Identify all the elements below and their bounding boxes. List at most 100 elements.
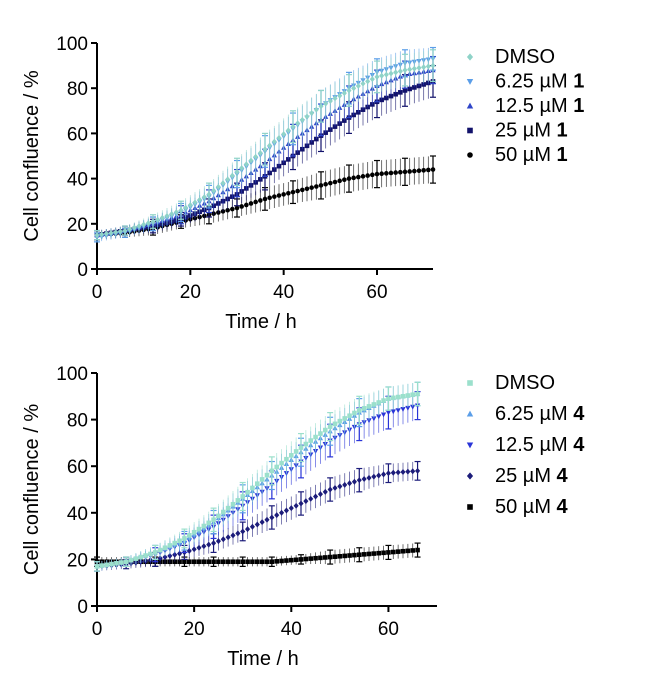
- data-point: [177, 559, 182, 565]
- data-point: [220, 559, 226, 565]
- legend-label: 50 µM: [495, 144, 557, 166]
- data-point: [381, 471, 387, 478]
- data-point: [285, 127, 291, 134]
- data-point: [347, 553, 352, 558]
- data-point: [201, 194, 207, 201]
- data-point: [376, 550, 382, 556]
- data-point: [187, 201, 193, 208]
- data-point: [257, 149, 263, 156]
- data-point: [371, 473, 377, 480]
- data-point: [284, 456, 289, 462]
- data-point: [128, 557, 134, 563]
- data-point: [127, 226, 133, 233]
- data-point: [410, 468, 416, 475]
- y-tick-label: 0: [77, 597, 88, 618]
- x-axis-label: Time / h: [227, 648, 299, 670]
- data-point: [240, 494, 246, 499]
- data-point: [99, 231, 105, 238]
- data-point: [337, 483, 343, 490]
- data-point: [239, 204, 244, 209]
- data-point: [407, 66, 413, 73]
- data-point: [376, 472, 382, 479]
- data-point: [113, 229, 119, 236]
- data-point: [262, 146, 268, 153]
- data-point: [342, 553, 348, 559]
- data-point: [390, 395, 396, 401]
- data-point: [258, 198, 263, 203]
- data-point: [351, 85, 357, 92]
- y-tick-label: 60: [67, 457, 88, 478]
- data-point: [346, 87, 352, 94]
- data-point: [225, 176, 231, 183]
- data-point: [327, 98, 333, 104]
- data-point: [248, 201, 254, 206]
- data-point: [290, 189, 296, 195]
- data-point: [259, 559, 265, 565]
- data-point: [369, 76, 375, 83]
- data-point: [337, 418, 343, 424]
- data-point: [201, 559, 207, 565]
- data-point: [341, 90, 347, 97]
- data-point: [342, 481, 348, 488]
- data-point: [356, 407, 362, 413]
- y-tick-label: 20: [67, 215, 88, 236]
- data-point: [298, 500, 304, 507]
- data-point: [323, 100, 329, 107]
- data-point: [385, 470, 391, 477]
- legend-label: 25 µM: [495, 465, 557, 487]
- legend-marker: [466, 442, 474, 449]
- data-point: [416, 168, 422, 173]
- data-point: [395, 469, 401, 476]
- data-point: [308, 556, 314, 561]
- data-point: [402, 67, 408, 74]
- data-point: [370, 172, 375, 178]
- legend-entry: DMSO: [495, 372, 555, 394]
- data-point: [206, 541, 212, 548]
- data-point: [398, 90, 403, 95]
- data-point: [186, 533, 192, 538]
- data-point: [245, 526, 251, 533]
- legend-marker: [467, 504, 473, 510]
- y-tick-label: 40: [67, 170, 88, 191]
- legend-label: 50 µM: [495, 496, 557, 518]
- legend-marker: [466, 410, 474, 417]
- data-point: [400, 407, 406, 412]
- data-point: [293, 502, 299, 509]
- data-point: [395, 549, 401, 554]
- data-point: [186, 559, 192, 565]
- data-point: [366, 404, 372, 409]
- data-point: [267, 195, 272, 201]
- data-point: [309, 185, 314, 190]
- data-point: [327, 554, 333, 560]
- chart-2: 0 20 40 60 80 100 0 20 40 60 Time / h Cell confluen…: [21, 364, 585, 670]
- data-point: [332, 554, 338, 559]
- legend-marker: [467, 152, 473, 158]
- data-point: [327, 486, 333, 493]
- data-point: [274, 559, 280, 564]
- data-point: [230, 206, 235, 212]
- y-tick-label: 80: [67, 411, 88, 432]
- x-tick-label: 0: [92, 619, 103, 640]
- legend-label: 12.5 µM: [495, 95, 573, 117]
- data-point: [173, 209, 179, 216]
- data-point: [191, 529, 197, 535]
- data-point: [201, 523, 207, 529]
- data-point: [342, 177, 347, 183]
- data-point: [347, 413, 352, 419]
- x-tick-label: 20: [180, 282, 201, 303]
- data-point: [303, 498, 309, 505]
- data-point: [332, 421, 338, 427]
- x-axis-label: Time / h: [225, 311, 297, 333]
- legend-entry: DMSO: [495, 46, 555, 68]
- legend-marker: [466, 53, 474, 61]
- y-tick-label: 40: [67, 504, 88, 525]
- data-point: [230, 501, 236, 507]
- data-point: [225, 534, 231, 541]
- data-point: [288, 505, 294, 512]
- data-point: [152, 550, 158, 555]
- data-point: [211, 517, 216, 523]
- data-point: [288, 557, 294, 563]
- series-5: [94, 542, 421, 567]
- data-point: [157, 547, 163, 553]
